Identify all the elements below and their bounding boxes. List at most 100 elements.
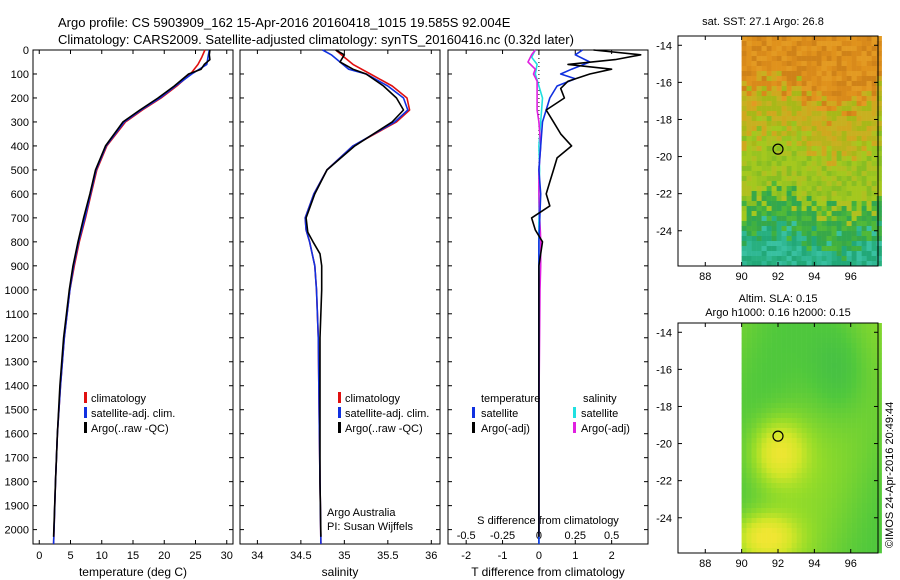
- sst-map-cell: [761, 101, 767, 107]
- sla-map-cell: [831, 438, 837, 444]
- sla-map-cell: [816, 388, 822, 394]
- sla-map-cell: [826, 393, 832, 399]
- sst-map-cell: [876, 116, 882, 122]
- sla-map-cell: [766, 513, 772, 519]
- sla-map-cell: [801, 368, 807, 374]
- sst-map-cell: [826, 156, 832, 162]
- sst-map-cell: [851, 36, 857, 42]
- sla-map-cell: [741, 388, 747, 394]
- sla-map-cell: [756, 463, 762, 469]
- sst-map-cell: [821, 131, 827, 137]
- sla-map-cell: [746, 378, 752, 384]
- sla-map-cell: [781, 333, 787, 339]
- sst-map-cell: [746, 56, 752, 62]
- sst-map-cell: [771, 206, 777, 212]
- sla-map-cell: [821, 433, 827, 439]
- sst-map-cell: [796, 236, 802, 242]
- sst-map-cell: [846, 46, 852, 52]
- sla-map-cell: [761, 363, 767, 369]
- sst-map-cell: [841, 111, 847, 117]
- sla-map-cell: [811, 388, 817, 394]
- sla-map-cell: [811, 453, 817, 459]
- sla-map-cell: [861, 548, 867, 554]
- sst-map-cell: [751, 161, 757, 167]
- sla-map-cell: [846, 328, 852, 334]
- sla-map-cell: [771, 428, 777, 434]
- sst-map-cell: [841, 171, 847, 177]
- sst-map-cell: [786, 111, 792, 117]
- sla-map-cell: [781, 533, 787, 539]
- sla-map-cell: [796, 433, 802, 439]
- sst-map-cell: [776, 196, 782, 202]
- sla-map-cell: [791, 513, 797, 519]
- sla-map-cell: [771, 358, 777, 364]
- sst-map-cell: [746, 151, 752, 157]
- sst-map-cell: [861, 96, 867, 102]
- sst-map-cell: [831, 236, 837, 242]
- sst-map-cell: [861, 36, 867, 42]
- sst-map-cell: [821, 111, 827, 117]
- sst-map-cell: [816, 256, 822, 262]
- sst-map-cell: [836, 246, 842, 252]
- sla-map-cell: [851, 413, 857, 419]
- sst-map-cell: [761, 176, 767, 182]
- sst-map-cell: [811, 131, 817, 137]
- sla-map-cell: [796, 408, 802, 414]
- sla-map-cell: [826, 448, 832, 454]
- sla-map-cell: [801, 478, 807, 484]
- sst-map-cell: [786, 146, 792, 152]
- sla-map-cell: [841, 448, 847, 454]
- sst-map-cell: [831, 221, 837, 227]
- sst-map-cell: [761, 211, 767, 217]
- sla-map-cell: [776, 513, 782, 519]
- depth-tick-label: 1400: [5, 381, 29, 393]
- sla-map-cell: [836, 498, 842, 504]
- sst-map-cell: [811, 66, 817, 72]
- sla-map-cell: [821, 428, 827, 434]
- sst-map-cell: [801, 121, 807, 127]
- sla-map-cell: [771, 403, 777, 409]
- sst-map-cell: [841, 256, 847, 262]
- sla-map-cell: [866, 398, 872, 404]
- sst-map-cell: [871, 41, 877, 47]
- sst-map-cell: [831, 216, 837, 222]
- sst-map-cell: [856, 131, 862, 137]
- sla-map-cell: [751, 548, 757, 554]
- sst-map-cell: [841, 226, 847, 232]
- sla-map-cell: [766, 548, 772, 554]
- sst-map-cell: [811, 251, 817, 257]
- sst-map-cell: [866, 61, 872, 67]
- sla-map-cell: [786, 423, 792, 429]
- sla-map-cell: [791, 328, 797, 334]
- sla-map-cell: [816, 408, 822, 414]
- sla-map-cell: [766, 393, 772, 399]
- sst-map-cell: [746, 196, 752, 202]
- sst-map-cell: [756, 141, 762, 147]
- sst-map-cell: [876, 196, 882, 202]
- sst-map-cell: [766, 36, 772, 42]
- sla-map-cell: [801, 328, 807, 334]
- sst-map-cell: [866, 186, 872, 192]
- sst-map-cell: [826, 151, 832, 157]
- sst-map-cell: [826, 81, 832, 87]
- sst-map-cell: [821, 146, 827, 152]
- sst-map-cell: [851, 146, 857, 152]
- sla-map-cell: [836, 473, 842, 479]
- sst-map-cell: [751, 61, 757, 67]
- sst-map-cell: [831, 241, 837, 247]
- sla-map-cell: [786, 418, 792, 424]
- sla-map-cell: [816, 423, 822, 429]
- sla-map-cell: [806, 458, 812, 464]
- temp-legend-label: Argo(..raw -QC): [91, 423, 169, 435]
- sla-map-cell: [811, 398, 817, 404]
- sst-map-cell: [841, 46, 847, 52]
- sla-map-cell: [821, 443, 827, 449]
- sla-map-cell: [816, 338, 822, 344]
- sst-map-cell: [851, 256, 857, 262]
- sla-map-cell: [871, 323, 877, 329]
- sst-map-cell: [856, 51, 862, 57]
- sst-map-cell: [791, 66, 797, 72]
- sla-map-cell: [851, 418, 857, 424]
- sst-map-cell: [741, 161, 747, 167]
- sla-map-cell: [816, 363, 822, 369]
